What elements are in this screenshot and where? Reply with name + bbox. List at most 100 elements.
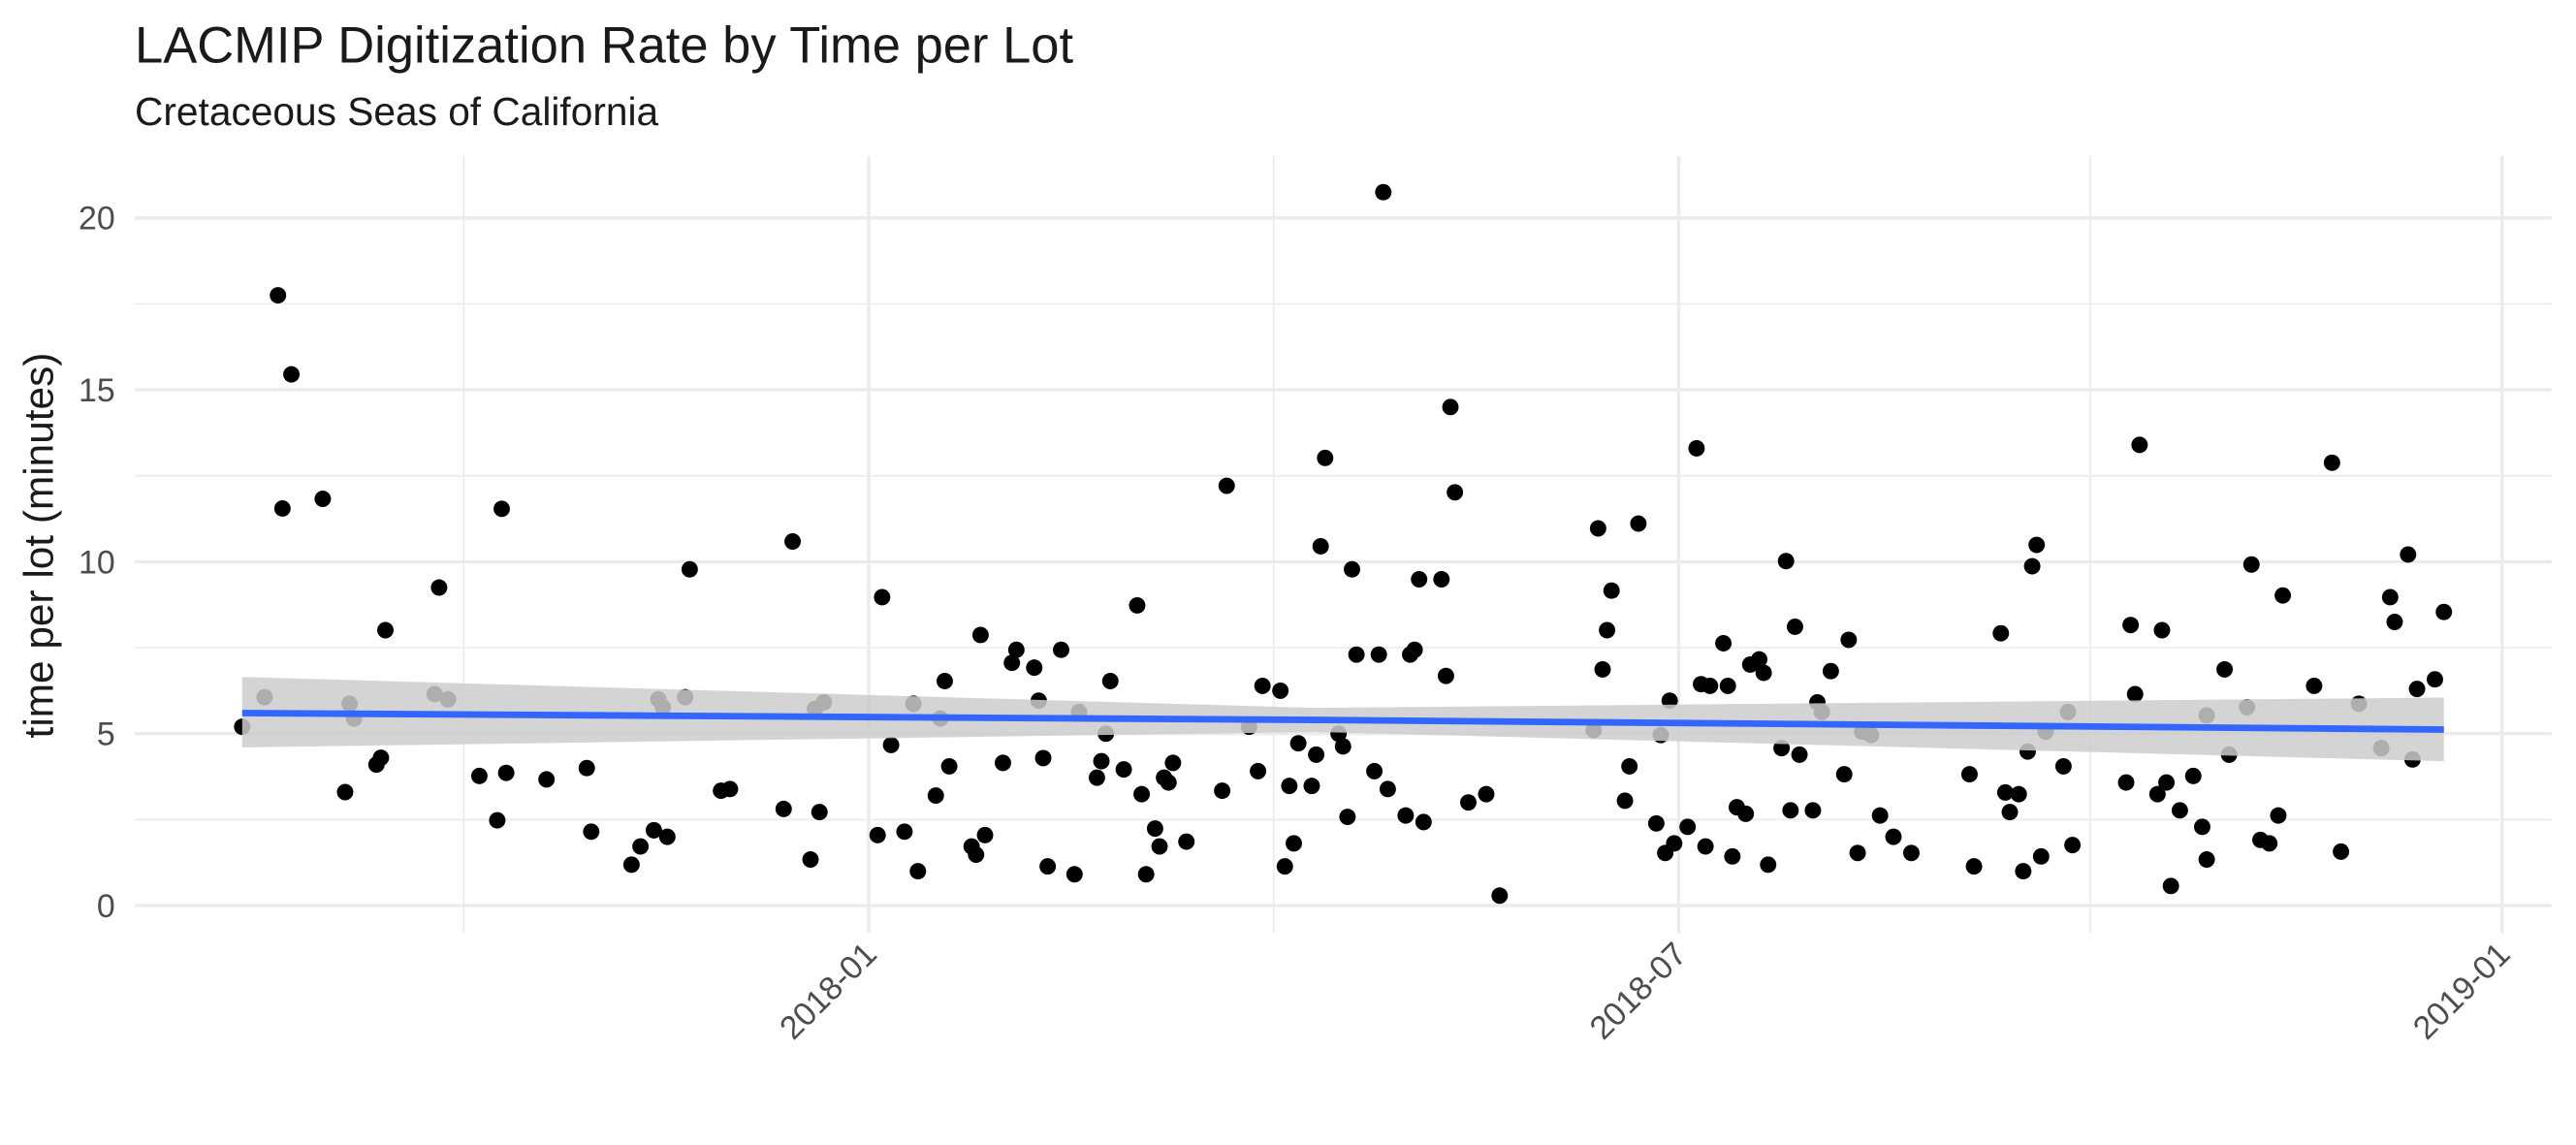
- plot-area: [234, 183, 2453, 905]
- point: [1344, 560, 1360, 578]
- point: [1491, 887, 1509, 905]
- point: [1308, 746, 1325, 763]
- point: [2171, 802, 2188, 819]
- point: [2333, 843, 2350, 860]
- point: [1786, 618, 1803, 635]
- point: [1160, 774, 1177, 791]
- point: [2386, 614, 2403, 630]
- point: [1437, 667, 1454, 684]
- point: [1621, 757, 1638, 775]
- point: [1101, 673, 1119, 689]
- x-tick-label: 2018-07: [1582, 936, 1694, 1047]
- point: [1697, 838, 1714, 855]
- point: [1965, 858, 1983, 875]
- point: [1433, 571, 1450, 588]
- point: [1460, 794, 1477, 811]
- point: [2015, 863, 2032, 880]
- point: [489, 811, 506, 829]
- point: [1366, 762, 1383, 779]
- point: [1379, 780, 1396, 798]
- point: [1339, 809, 1356, 826]
- point: [681, 560, 698, 578]
- y-tick-label: 0: [97, 888, 115, 925]
- point: [1026, 659, 1043, 677]
- point: [1835, 766, 1853, 783]
- point: [1007, 641, 1025, 658]
- point: [583, 823, 600, 841]
- point: [2216, 660, 2234, 678]
- point: [940, 757, 958, 775]
- point: [1594, 660, 1611, 678]
- point: [1178, 833, 1195, 850]
- point: [1589, 520, 1606, 537]
- point: [645, 821, 662, 839]
- point: [622, 856, 640, 874]
- point: [1164, 754, 1182, 772]
- point: [2028, 536, 2046, 554]
- point: [1406, 641, 1423, 658]
- point: [1146, 820, 1163, 838]
- point: [1053, 641, 1069, 658]
- point: [1849, 844, 1866, 862]
- point: [1129, 596, 1146, 614]
- point: [1317, 449, 1334, 466]
- point: [1737, 805, 1755, 822]
- point: [314, 491, 332, 508]
- point: [1151, 838, 1168, 855]
- point: [971, 626, 989, 644]
- point: [1276, 858, 1293, 875]
- point: [497, 764, 515, 781]
- point: [2131, 436, 2148, 454]
- point: [1630, 515, 1647, 532]
- point: [1218, 477, 1235, 494]
- point: [336, 783, 354, 801]
- point: [2054, 757, 2072, 775]
- point: [578, 759, 595, 777]
- point: [1822, 662, 1839, 680]
- point: [1254, 677, 1271, 694]
- y-tick-label: 10: [79, 544, 115, 581]
- point: [1679, 818, 1697, 836]
- point: [1281, 778, 1298, 795]
- point: [1840, 631, 1858, 649]
- point: [874, 588, 891, 606]
- point: [1415, 813, 1432, 831]
- point: [1603, 582, 1620, 599]
- point: [1334, 738, 1352, 755]
- point: [1250, 762, 1267, 779]
- point: [372, 749, 390, 767]
- point: [2064, 837, 2082, 854]
- point: [2242, 556, 2260, 573]
- point: [1751, 651, 1767, 668]
- point: [2435, 603, 2453, 620]
- point: [1701, 677, 1719, 694]
- point: [994, 754, 1011, 772]
- point: [1214, 782, 1231, 800]
- point: [2400, 546, 2417, 563]
- point: [2306, 677, 2323, 694]
- point: [2032, 847, 2050, 865]
- point: [2126, 685, 2144, 703]
- point: [2261, 835, 2278, 852]
- point: [1996, 783, 2014, 801]
- point: [1370, 646, 1387, 663]
- point: [1447, 484, 1464, 501]
- x-tick-label: 2019-01: [2406, 936, 2518, 1047]
- point: [273, 499, 291, 517]
- point: [1065, 866, 1083, 883]
- point: [721, 780, 739, 798]
- point: [2323, 454, 2340, 471]
- point: [1724, 847, 1741, 865]
- point: [1666, 835, 1683, 852]
- point: [1303, 778, 1320, 795]
- point: [1992, 624, 2010, 642]
- point: [1777, 553, 1795, 570]
- point: [1782, 802, 1799, 819]
- point: [493, 500, 510, 518]
- point: [658, 828, 676, 845]
- point: [784, 533, 802, 550]
- point: [1133, 785, 1151, 803]
- point: [976, 826, 994, 843]
